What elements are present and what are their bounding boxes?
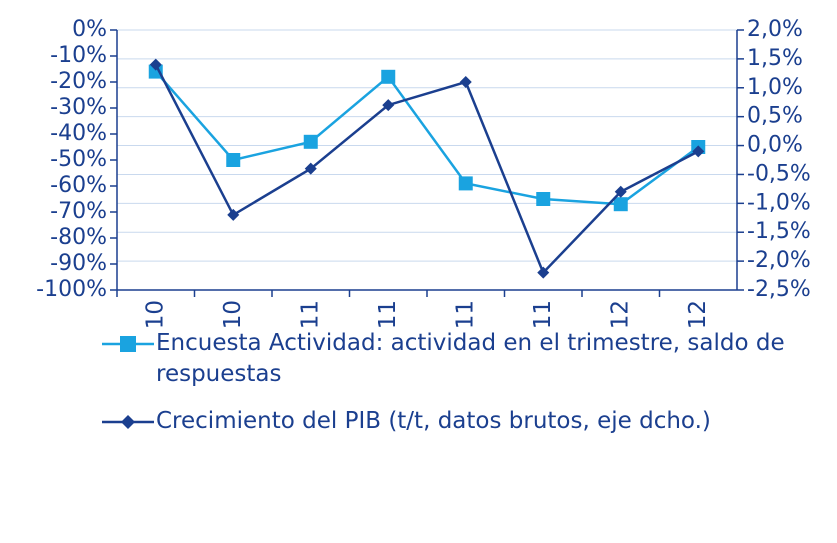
x-tick-label: jun-12 (685, 300, 711, 330)
marker (459, 76, 472, 88)
y-tick-label: -90% (50, 251, 107, 276)
marker (537, 266, 550, 279)
y-tick-label: 0% (72, 17, 107, 42)
marker (381, 69, 396, 84)
y2-tick-label: 0,5% (747, 104, 803, 129)
y-tick-label: -30% (50, 95, 107, 120)
marker (458, 176, 473, 191)
y-tick-label: -80% (50, 225, 107, 250)
marker (382, 99, 395, 112)
legend-item: Encuesta Actividad: actividad en el trim… (100, 328, 816, 390)
x-tick-label: dic-11 (530, 300, 556, 330)
x-tick-label: jun-11 (375, 300, 401, 330)
x-tick-label: mar-12 (607, 300, 633, 330)
marker (613, 197, 628, 212)
x-tick-label: sep-10 (142, 300, 168, 330)
y-tick-label: -70% (50, 199, 107, 224)
y-tick-label: -100% (36, 277, 107, 302)
marker (226, 153, 241, 167)
series-line (154, 70, 699, 206)
chart: 2,0% 1,5% 1,0% 0,5% 0,0% -0,5% -1,0% -1,5% -2,0%… (36, 17, 811, 382)
y-tick-label: -10% (50, 43, 107, 68)
y-tick-label: -50% (50, 147, 107, 172)
marker (614, 185, 627, 198)
y2-tick-label: 1,0% (747, 75, 803, 100)
marker (149, 58, 162, 71)
marker (304, 162, 317, 175)
x-tick-label: mar-11 (297, 300, 323, 330)
marker (227, 208, 240, 221)
legend-label: Crecimiento del PIB (t/t, datos brutos, … (156, 408, 711, 434)
x-tick-label: dic-10 (220, 300, 246, 330)
marker (148, 64, 163, 79)
y2-tick-label: -0,5% (747, 161, 811, 186)
series-line (154, 64, 699, 275)
legend-label: Encuesta Actividad: actividad en el trim… (156, 330, 785, 387)
y2-tick-label: -2,5% (747, 277, 811, 302)
marker (692, 145, 705, 158)
y2-tick-label: -2,0% (747, 248, 811, 273)
x-tick-label: sep-11 (452, 300, 478, 330)
legend-item: Crecimiento del PIB (t/t, datos brutos, … (100, 406, 816, 437)
y2-tick-label: 0,0% (747, 133, 803, 158)
y-tick-label: -20% (50, 69, 107, 94)
y-tick-label: -60% (50, 173, 107, 198)
legend-swatch (102, 415, 154, 429)
marker (303, 134, 318, 149)
y2-tick-label: 2,0% (747, 17, 803, 42)
y2-tick-label: -1,0% (747, 190, 811, 215)
legend-swatch (102, 336, 154, 352)
marker (536, 192, 551, 206)
y-tick-label: -40% (50, 121, 107, 146)
y2-tick-label: 1,5% (747, 46, 803, 71)
y2-tick-label: -1,5% (747, 219, 811, 244)
